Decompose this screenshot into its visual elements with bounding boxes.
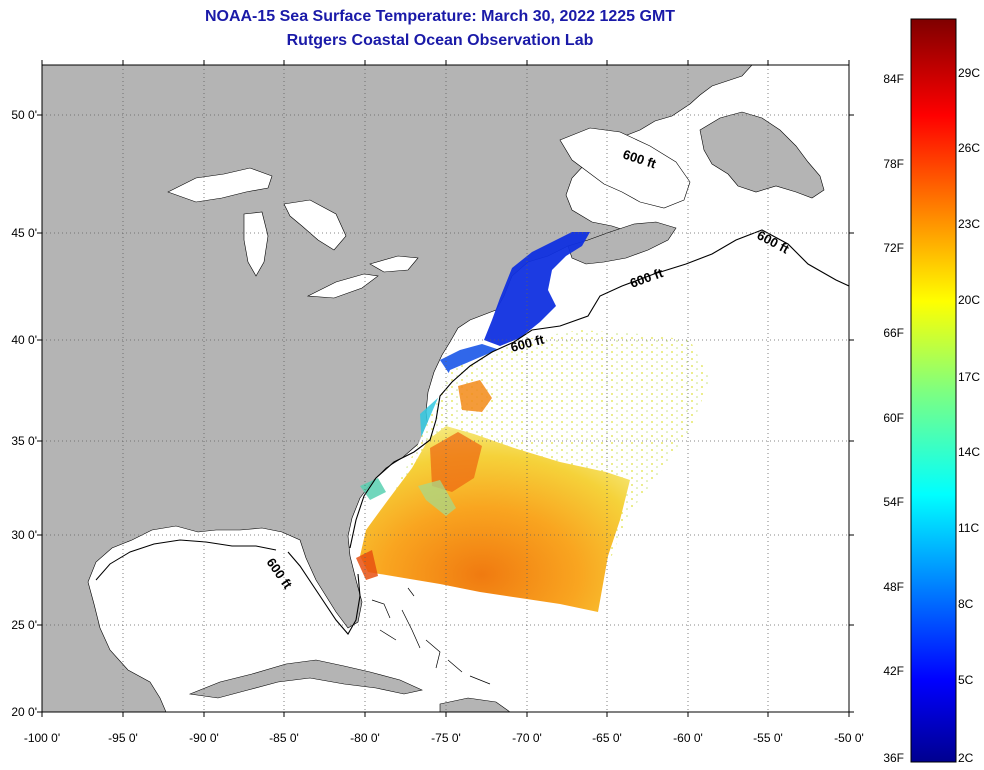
longitude-labels: -100 0' -95 0' -90 0' -85 0' -80 0' -75 0' -70… — [24, 731, 864, 745]
lake-erie — [306, 273, 379, 299]
lon-label: -75 0' — [431, 731, 461, 745]
hispaniola-land — [439, 697, 511, 712]
colorbar-f-label: 48F — [883, 580, 904, 594]
lake-huron — [283, 199, 347, 251]
sst-florida-current — [356, 550, 378, 580]
lake-ontario — [369, 255, 419, 273]
lon-label: -55 0' — [753, 731, 783, 745]
lon-label: -100 0' — [24, 731, 60, 745]
colorbar-celsius-labels: 29C 26C 23C 20C 17C 14C 11C 8C 5C 2C — [958, 66, 980, 765]
sst-gulfstream-orange — [458, 380, 492, 412]
colorbar-f-label: 60F — [883, 411, 904, 425]
colorbar-c-label: 20C — [958, 293, 980, 307]
colorbar-fahrenheit-labels: 84F 78F 72F 66F 60F 54F 48F 42F 36F — [883, 72, 904, 765]
lon-label: -50 0' — [834, 731, 864, 745]
colorbar-c-label: 11C — [958, 521, 979, 535]
cuba-land — [188, 659, 423, 699]
gulf-st-lawrence — [559, 127, 691, 209]
map-subtitle: Rutgers Coastal Ocean Observation Lab — [286, 32, 594, 49]
lon-label: -90 0' — [189, 731, 219, 745]
colorbar-c-label: 14C — [958, 445, 980, 459]
colorbar-f-label: 66F — [883, 326, 904, 340]
colorbar-c-label: 2C — [958, 751, 974, 765]
lat-label: 40 0' — [11, 333, 37, 347]
lat-label: 30 0' — [11, 528, 37, 542]
lake-michigan — [243, 211, 269, 277]
lake-superior — [167, 167, 273, 203]
nova-scotia-land — [567, 221, 677, 265]
colorbar-f-label: 84F — [883, 72, 904, 86]
lat-label: 45 0' — [11, 226, 37, 240]
sst-cold-shelf — [484, 232, 590, 346]
lon-label: -80 0' — [350, 731, 380, 745]
sst-cool-band — [418, 480, 456, 516]
isobath-600ft-gulf — [95, 539, 277, 581]
colorbar-f-label: 72F — [883, 241, 904, 255]
colorbar-f-label: 54F — [883, 495, 904, 509]
lon-label: -60 0' — [673, 731, 703, 745]
colorbar-f-label: 36F — [883, 751, 904, 765]
newfoundland-land — [699, 111, 825, 199]
lat-label: 50 0' — [11, 108, 37, 122]
map-title: NOAA-15 Sea Surface Temperature: March 3… — [204, 8, 676, 25]
sst-gulfstream-core — [430, 432, 482, 492]
sst-warm-swath — [360, 426, 630, 612]
graticule-grid — [42, 65, 849, 712]
latitude-labels: 50 0' 45 0' 40 0' 35 0' 30 0' 25 0' 20 0' — [11, 108, 37, 719]
bahamas-islands — [371, 587, 491, 685]
lon-label: -95 0' — [108, 731, 138, 745]
colorbar-c-label: 26C — [958, 141, 980, 155]
colorbar-f-label: 42F — [883, 664, 904, 678]
sst-cape-hatteras-teal — [360, 478, 386, 500]
isobath-600ft — [287, 229, 849, 635]
colorbar-f-label: 78F — [883, 157, 904, 171]
lon-label: -85 0' — [269, 731, 299, 745]
axis-ticks — [37, 60, 854, 717]
colorbar-c-label: 29C — [958, 66, 980, 80]
colorbar-c-label: 23C — [958, 217, 980, 231]
colorbar-c-label: 5C — [958, 673, 974, 687]
colorbar-c-label: 8C — [958, 597, 974, 611]
colorbar — [910, 18, 957, 763]
colorbar-c-label: 17C — [958, 370, 980, 384]
lat-label: 25 0' — [11, 618, 37, 632]
lon-label: -65 0' — [592, 731, 622, 745]
lat-label: 20 0' — [11, 705, 37, 719]
lat-label: 35 0' — [11, 434, 37, 448]
lon-label: -70 0' — [512, 731, 542, 745]
